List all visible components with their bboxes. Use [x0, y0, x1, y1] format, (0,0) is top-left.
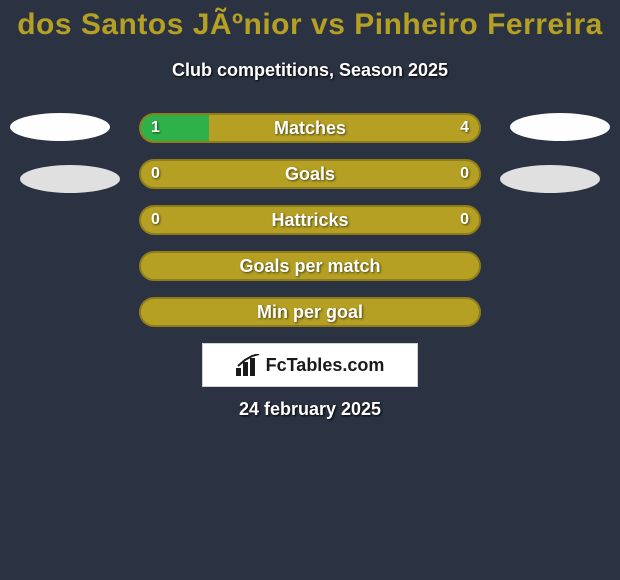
subtitle: Club competitions, Season 2025	[0, 60, 620, 81]
stat-row-goals-per-match: Goals per match	[139, 251, 481, 281]
stat-label: Goals	[141, 164, 479, 185]
stat-row-goals: Goals0 0	[139, 159, 481, 189]
stat-value-left: 0	[151, 161, 160, 187]
brand-box[interactable]: FcTables.com	[202, 343, 418, 387]
stat-row-matches: Matches14	[139, 113, 481, 143]
comparison-wrapper: Matches14Goals00Hattricks00Goals per mat…	[0, 113, 620, 327]
brand-link[interactable]: FcTables.com	[236, 354, 385, 376]
stat-value-right: 0	[460, 207, 469, 233]
stat-row-hattricks: Hattricks0 0	[139, 205, 481, 235]
bar-chart-icon	[236, 354, 262, 376]
stat-row-min-per-goal: Min per goal	[139, 297, 481, 327]
stat-value-right: 0	[460, 161, 469, 187]
stat-label: Hattricks	[141, 210, 479, 231]
stat-label: Goals per match	[141, 256, 479, 277]
stat-value-left: 0	[151, 207, 160, 233]
avatar-ellipse-3	[500, 165, 600, 193]
left-fill	[141, 115, 209, 141]
stat-label: Min per goal	[141, 302, 479, 323]
avatar-ellipse-2	[20, 165, 120, 193]
brand-text: FcTables.com	[266, 355, 385, 376]
page-title: dos Santos JÃºnior vs Pinheiro Ferreira	[0, 0, 620, 42]
stat-value-right: 4	[460, 115, 469, 141]
avatar-ellipse-0	[10, 113, 110, 141]
date-text: 24 february 2025	[0, 399, 620, 420]
avatar-ellipse-1	[510, 113, 610, 141]
